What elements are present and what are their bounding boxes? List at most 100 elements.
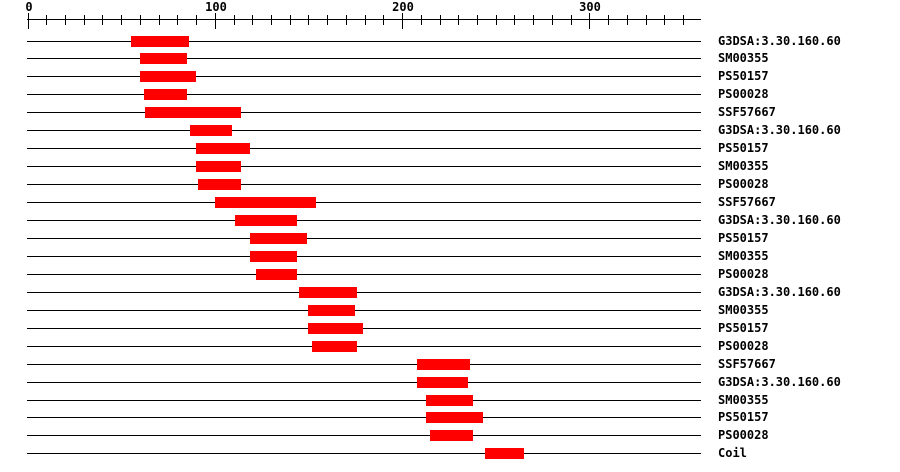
feature-label: SM00355 bbox=[718, 393, 769, 407]
feature-bar bbox=[140, 71, 196, 82]
axis-minor-tick bbox=[571, 15, 572, 25]
track-line bbox=[27, 274, 701, 275]
axis-major-tick bbox=[215, 13, 216, 29]
feature-label: G3DSA:3.30.160.60 bbox=[718, 285, 841, 299]
track-line bbox=[27, 184, 701, 185]
feature-bar bbox=[144, 89, 187, 100]
axis-minor-tick bbox=[608, 15, 609, 25]
track-line bbox=[27, 112, 701, 113]
feature-label: SM00355 bbox=[718, 303, 769, 317]
feature-label: PS50157 bbox=[718, 69, 769, 83]
axis-minor-tick bbox=[477, 15, 478, 25]
feature-bar bbox=[250, 233, 307, 244]
axis-minor-tick bbox=[627, 15, 628, 25]
axis-major-tick bbox=[589, 13, 590, 29]
feature-bar bbox=[299, 287, 357, 298]
feature-bar bbox=[140, 53, 187, 64]
axis-tick-label: 200 bbox=[392, 0, 414, 14]
axis-minor-tick bbox=[646, 15, 647, 25]
feature-bar bbox=[196, 143, 250, 154]
track-line bbox=[27, 166, 701, 167]
track-line bbox=[27, 364, 701, 365]
axis-tick-label: 300 bbox=[579, 0, 601, 14]
feature-label: PS00028 bbox=[718, 267, 769, 281]
feature-bar bbox=[250, 251, 297, 262]
track-line bbox=[27, 130, 701, 131]
feature-label: Coil bbox=[718, 446, 747, 460]
feature-label: PS00028 bbox=[718, 87, 769, 101]
feature-bar bbox=[417, 377, 468, 388]
track-line bbox=[27, 453, 701, 454]
feature-label: PS00028 bbox=[718, 428, 769, 442]
axis-minor-tick bbox=[327, 15, 328, 25]
feature-bar bbox=[312, 341, 357, 352]
feature-label: PS50157 bbox=[718, 141, 769, 155]
feature-bar bbox=[308, 323, 363, 334]
axis-minor-tick bbox=[290, 15, 291, 25]
feature-bar bbox=[256, 269, 297, 280]
axis-minor-tick bbox=[365, 15, 366, 25]
feature-label: G3DSA:3.30.160.60 bbox=[718, 34, 841, 48]
feature-bar bbox=[215, 197, 316, 208]
track-line bbox=[27, 58, 701, 59]
feature-label: PS50157 bbox=[718, 231, 769, 245]
feature-label: SSF57667 bbox=[718, 105, 776, 119]
feature-label: PS50157 bbox=[718, 410, 769, 424]
feature-bar bbox=[426, 412, 483, 423]
axis-minor-tick bbox=[458, 15, 459, 25]
axis-minor-tick bbox=[271, 15, 272, 25]
feature-bar bbox=[131, 36, 189, 47]
feature-label: G3DSA:3.30.160.60 bbox=[718, 375, 841, 389]
feature-bar bbox=[417, 359, 470, 370]
feature-label: PS00028 bbox=[718, 339, 769, 353]
track-line bbox=[27, 256, 701, 257]
track-line bbox=[27, 400, 701, 401]
axis-tick-label: 100 bbox=[205, 0, 227, 14]
feature-label: SSF57667 bbox=[718, 357, 776, 371]
axis-minor-tick bbox=[84, 15, 85, 25]
axis-minor-tick bbox=[421, 15, 422, 25]
track-line bbox=[27, 41, 701, 42]
track-line bbox=[27, 328, 701, 329]
axis-minor-tick bbox=[252, 15, 253, 25]
feature-label: SM00355 bbox=[718, 159, 769, 173]
axis-minor-tick bbox=[102, 15, 103, 25]
axis-minor-tick bbox=[683, 15, 684, 25]
feature-label: PS50157 bbox=[718, 321, 769, 335]
axis-minor-tick bbox=[514, 15, 515, 25]
axis-minor-tick bbox=[177, 15, 178, 25]
track-line bbox=[27, 310, 701, 311]
axis-minor-tick bbox=[496, 15, 497, 25]
track-line bbox=[27, 417, 701, 418]
feature-label: SM00355 bbox=[718, 51, 769, 65]
axis-minor-tick bbox=[121, 15, 122, 25]
track-line bbox=[27, 435, 701, 436]
axis-minor-tick bbox=[196, 15, 197, 25]
feature-bar bbox=[235, 215, 297, 226]
track-line bbox=[27, 220, 701, 221]
axis-tick-label: 0 bbox=[25, 0, 33, 14]
feature-label: PS00028 bbox=[718, 177, 769, 191]
axis-minor-tick bbox=[159, 15, 160, 25]
feature-bar bbox=[430, 430, 473, 441]
axis-minor-tick bbox=[140, 15, 141, 25]
track-line bbox=[27, 94, 701, 95]
axis-minor-tick bbox=[65, 15, 66, 25]
feature-bar bbox=[426, 395, 473, 406]
feature-bar bbox=[145, 107, 241, 118]
feature-bar bbox=[190, 125, 232, 136]
feature-bar bbox=[308, 305, 355, 316]
track-line bbox=[27, 238, 701, 239]
feature-label: G3DSA:3.30.160.60 bbox=[718, 213, 841, 227]
feature-bar bbox=[198, 179, 241, 190]
axis-minor-tick bbox=[234, 15, 235, 25]
axis-baseline bbox=[27, 19, 701, 20]
feature-label: SM00355 bbox=[718, 249, 769, 263]
track-line bbox=[27, 76, 701, 77]
feature-bar bbox=[485, 448, 524, 459]
track-line bbox=[27, 148, 701, 149]
axis-minor-tick bbox=[533, 15, 534, 25]
feature-bar bbox=[196, 161, 241, 172]
axis-major-tick bbox=[402, 13, 403, 29]
